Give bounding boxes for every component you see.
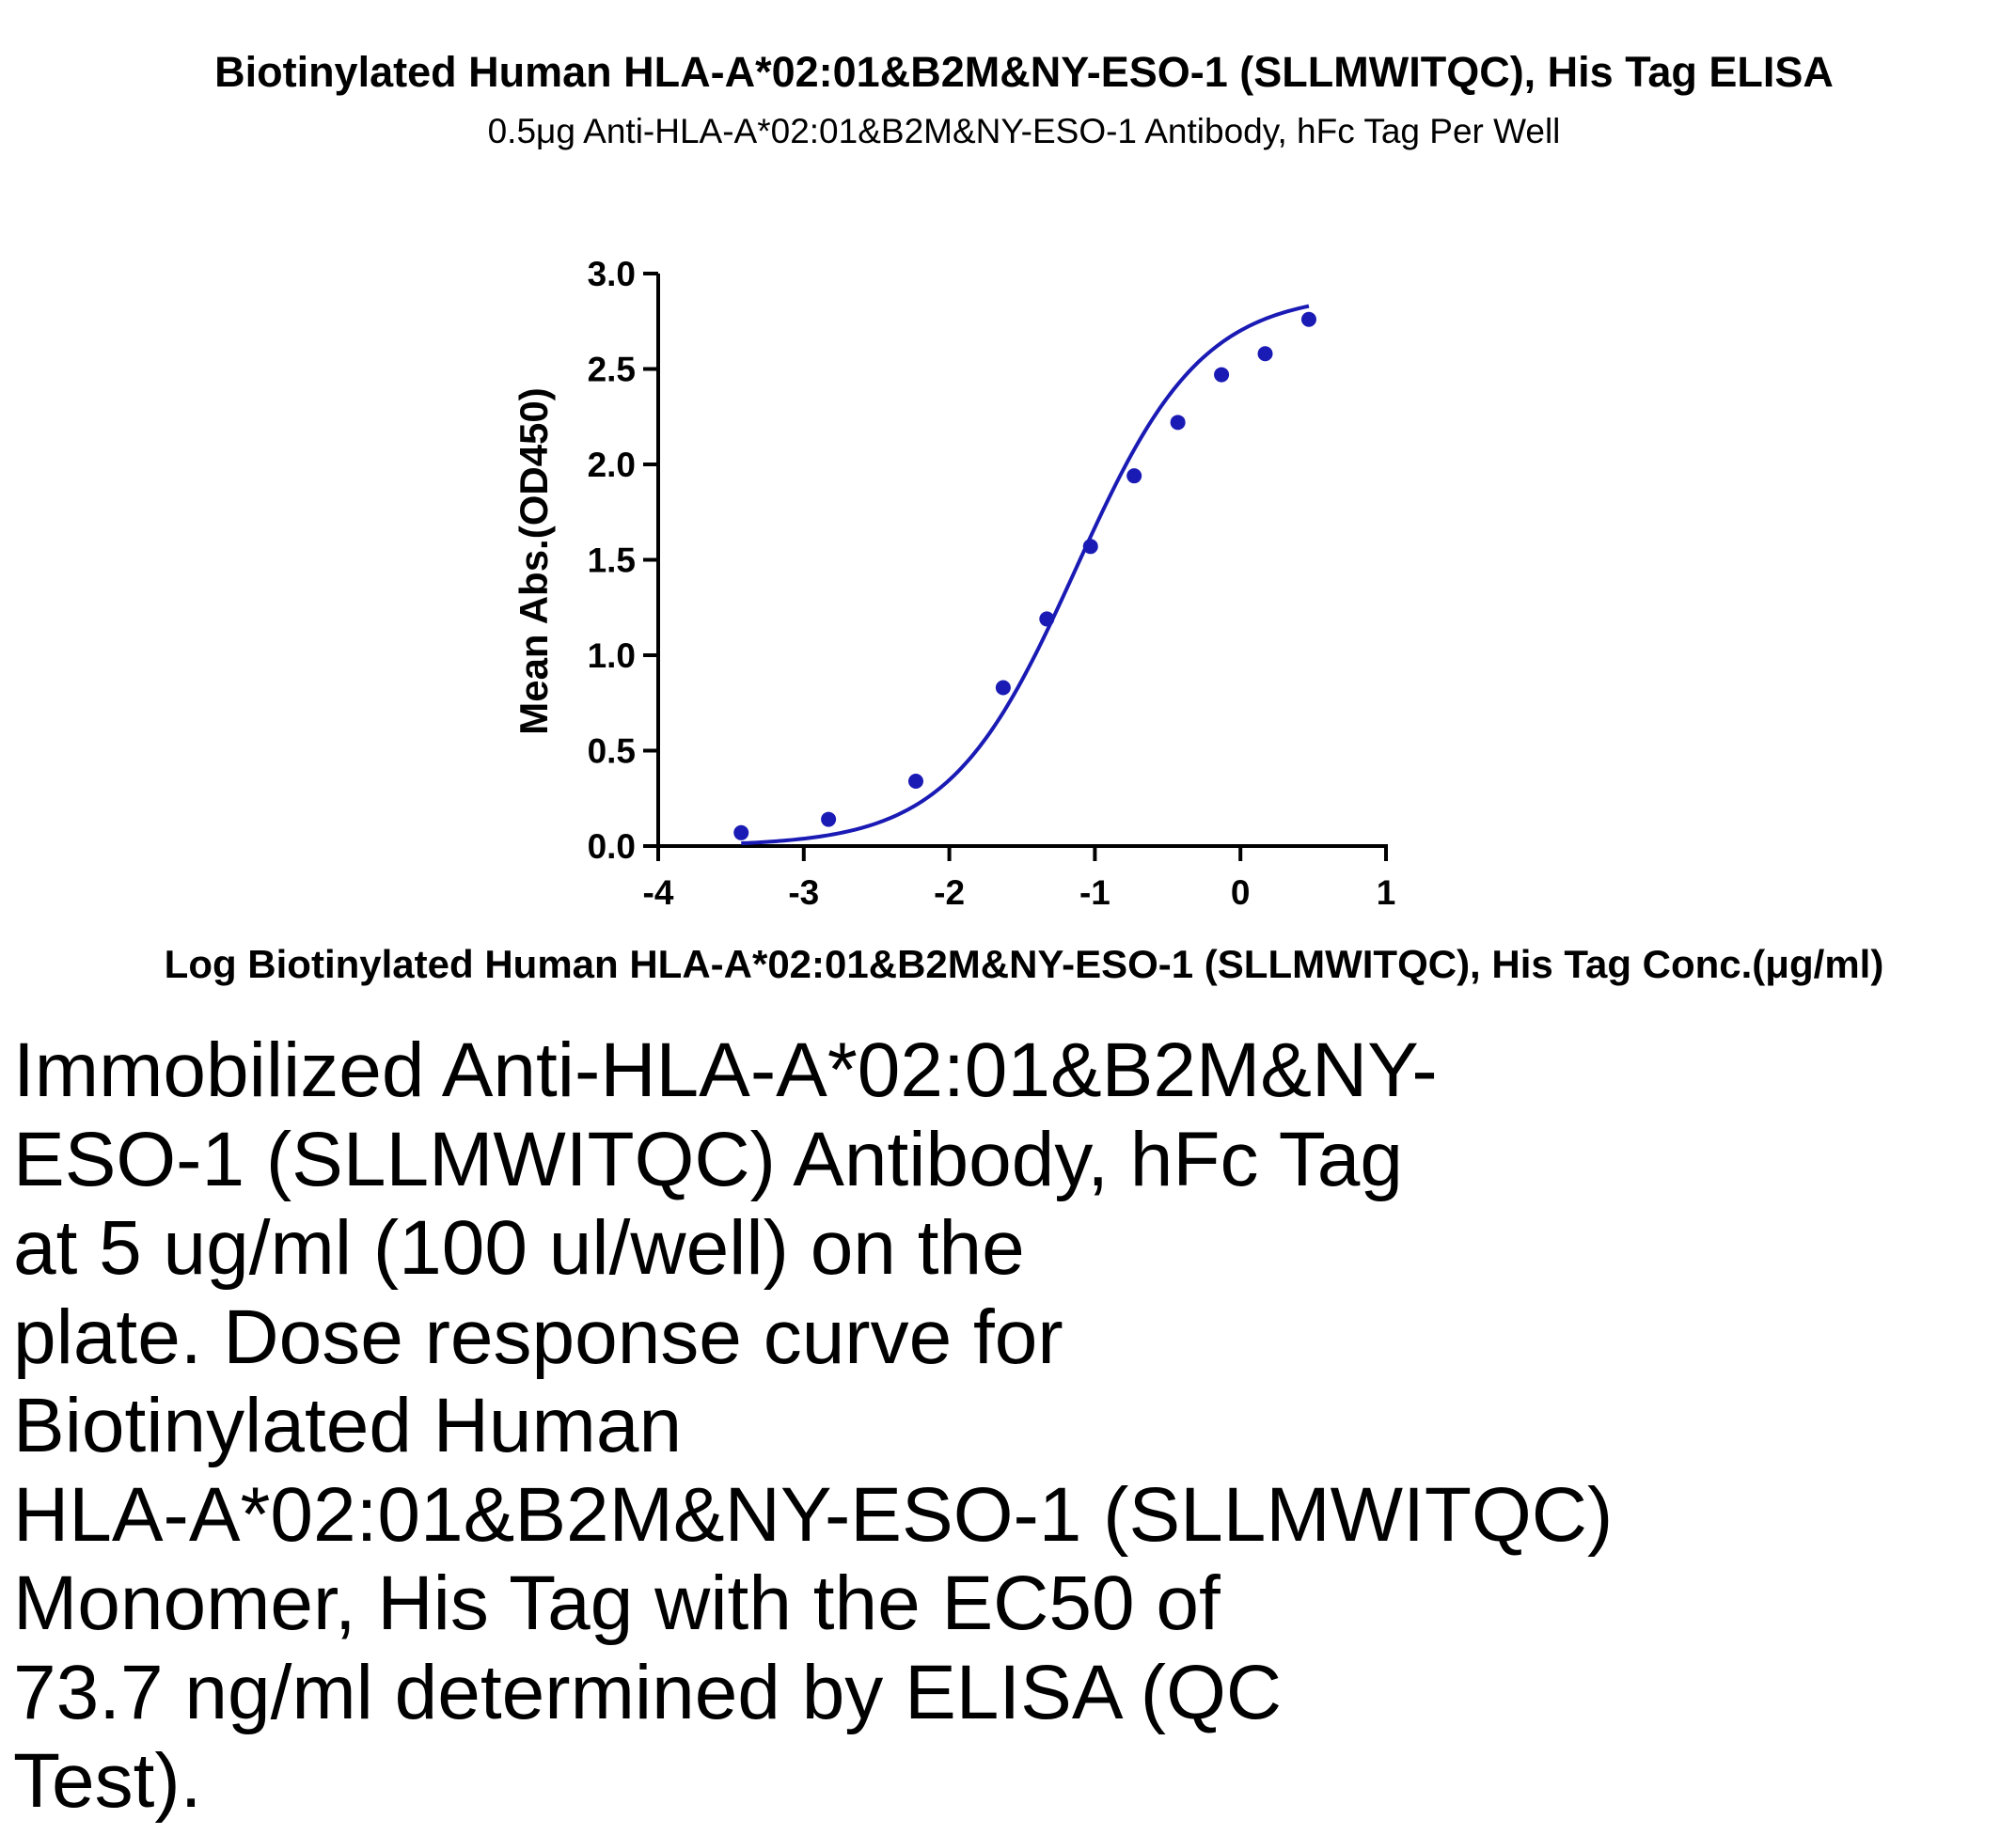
- y-tick-label: 0.5: [588, 732, 636, 771]
- data-point: [1039, 611, 1055, 627]
- y-tick-label: 1.5: [588, 541, 636, 580]
- y-tick-label: 3.0: [588, 255, 636, 293]
- y-tick-label: 1.0: [588, 636, 636, 675]
- x-axis-label: Log Biotinylated Human HLA-A*02:01&B2M&N…: [165, 942, 1884, 986]
- data-point: [995, 680, 1011, 696]
- chart-title: Biotinylated Human HLA-A*02:01&B2M&NY-ES…: [214, 48, 1834, 96]
- y-tick-label: 2.0: [588, 446, 636, 484]
- y-axis-label: Mean Abs.(OD450): [512, 387, 556, 735]
- x-tick-label: -2: [934, 873, 965, 912]
- x-tick-label: 0: [1231, 873, 1251, 912]
- data-point: [733, 824, 749, 840]
- x-tick-label: -1: [1079, 873, 1110, 912]
- data-point: [1126, 468, 1142, 484]
- y-tick-label: 2.5: [588, 351, 636, 389]
- data-points: [733, 311, 1316, 840]
- data-point: [1214, 367, 1230, 383]
- x-ticks: -4 -3 -2 -1 0 1: [643, 846, 1396, 912]
- axes: [656, 274, 1388, 848]
- x-tick-label: 1: [1377, 873, 1396, 912]
- data-point: [907, 773, 923, 789]
- chart-subtitle: 0.5μg Anti-HLA-A*02:01&B2M&NY-ESO-1 Anti…: [488, 112, 1561, 150]
- y-ticks: 0.0 0.5 1.0 1.5 2.0 2.5 3.0: [588, 255, 658, 866]
- fit-curve: [741, 304, 1310, 846]
- x-tick-label: -3: [788, 873, 819, 912]
- data-point: [821, 811, 837, 827]
- x-tick-label: -4: [643, 873, 674, 912]
- data-point: [1170, 415, 1186, 431]
- y-tick-label: 0.0: [588, 827, 636, 866]
- data-point: [1257, 346, 1273, 362]
- elisa-chart: Biotinylated Human HLA-A*02:01&B2M&NY-ES…: [165, 48, 1884, 986]
- data-point: [1300, 311, 1316, 327]
- data-point: [1082, 539, 1098, 555]
- figure-caption: Immobilized Anti-HLA-A*02:01&B2M&NY- ESO…: [13, 1027, 1614, 1824]
